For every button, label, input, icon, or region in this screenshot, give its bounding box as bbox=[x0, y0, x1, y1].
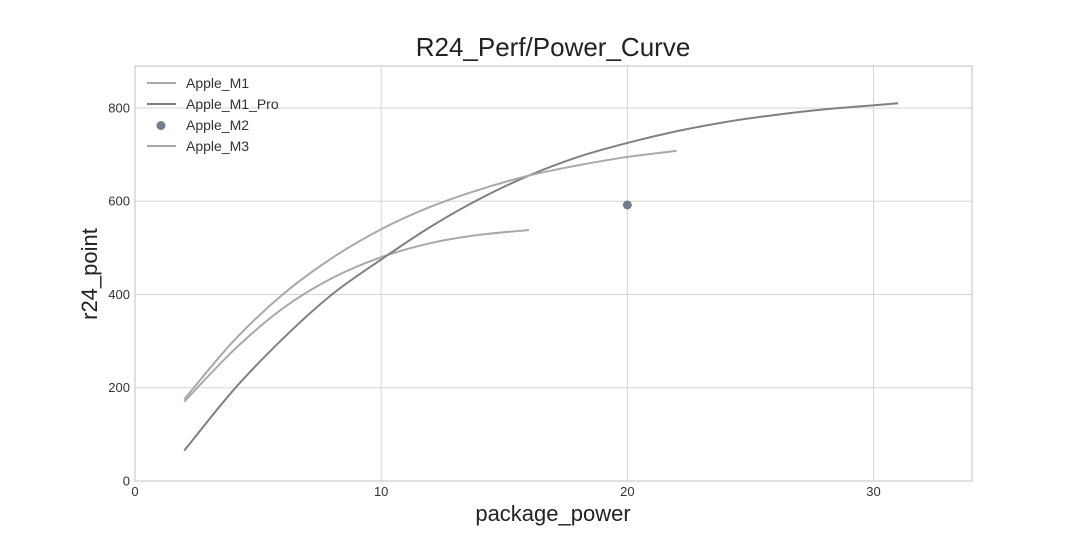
series-line-apple-m3 bbox=[183, 149, 677, 401]
plot-frame bbox=[134, 65, 973, 482]
x-tick-label: 30 bbox=[866, 484, 880, 499]
legend-item-apple-m2: Apple_M2 bbox=[156, 117, 249, 133]
y-axis-label: r24_point bbox=[77, 228, 102, 320]
series-layer bbox=[183, 102, 899, 452]
x-tick-label: 20 bbox=[620, 484, 634, 499]
tick-labels: 0 10 20 30 0 200 400 600 800 bbox=[108, 100, 880, 499]
legend-item-apple-m1-pro: Apple_M1_Pro bbox=[147, 96, 279, 112]
legend-label: Apple_M2 bbox=[186, 117, 249, 133]
legend: Apple_M1 Apple_M1_Pro Apple_M2 Apple_M3 bbox=[147, 75, 279, 154]
y-tick-label: 600 bbox=[108, 194, 130, 209]
legend-label: Apple_M1 bbox=[186, 75, 249, 91]
x-axis-label: package_power bbox=[475, 501, 630, 526]
y-tick-label: 800 bbox=[108, 100, 130, 115]
series-line-apple-m1-pro bbox=[183, 102, 899, 452]
legend-item-apple-m1: Apple_M1 bbox=[147, 75, 249, 91]
y-tick-label: 400 bbox=[108, 287, 130, 302]
series-line-apple-m1 bbox=[183, 229, 529, 403]
legend-label: Apple_M1_Pro bbox=[186, 96, 279, 112]
legend-label: Apple_M3 bbox=[186, 138, 249, 154]
y-tick-label: 200 bbox=[108, 380, 130, 395]
x-tick-label: 10 bbox=[374, 484, 388, 499]
series-point-apple-m2 bbox=[622, 200, 632, 210]
y-tick-label: 0 bbox=[123, 474, 130, 489]
chart-title: R24_Perf/Power_Curve bbox=[416, 32, 691, 62]
legend-item-apple-m3: Apple_M3 bbox=[147, 138, 249, 154]
legend-marker bbox=[156, 121, 166, 130]
grid-lines bbox=[135, 66, 972, 481]
x-tick-label: 0 bbox=[131, 484, 138, 499]
